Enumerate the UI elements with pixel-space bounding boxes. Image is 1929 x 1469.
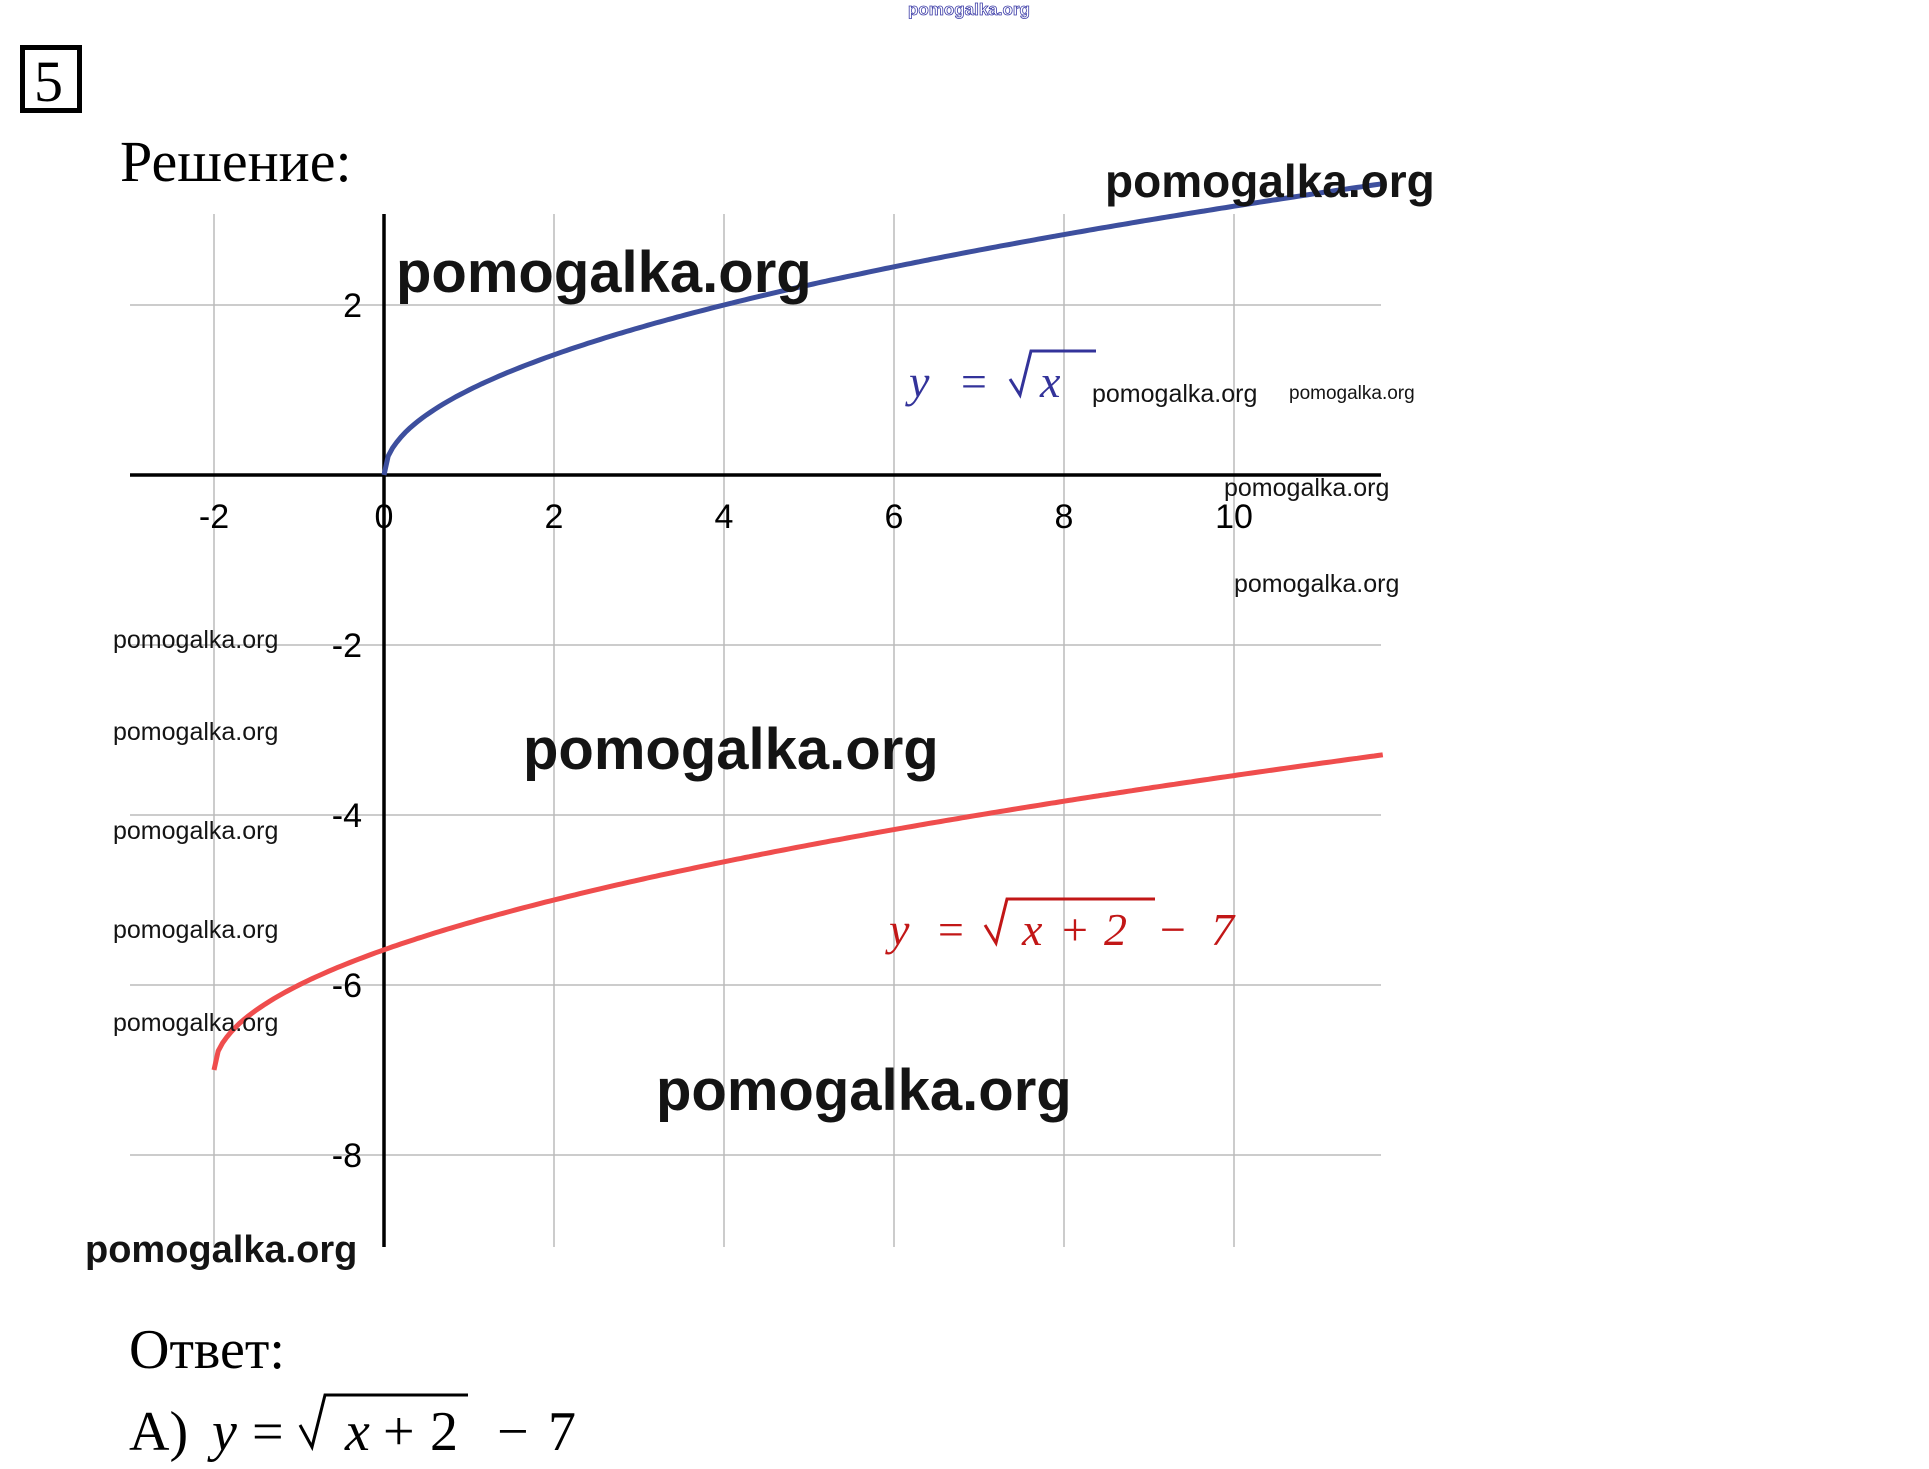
svg-text:-2: -2	[199, 498, 229, 536]
svg-text:10: 10	[1215, 498, 1253, 536]
svg-text:4: 4	[715, 498, 734, 536]
svg-text:pomogalka.org: pomogalka.org	[113, 718, 278, 746]
svg-text:−: −	[497, 1401, 529, 1463]
svg-text:=: =	[958, 356, 989, 407]
svg-text:-4: -4	[332, 797, 362, 835]
svg-text:7: 7	[1211, 904, 1236, 955]
svg-text:pomogalka.org: pomogalka.org	[113, 916, 278, 944]
svg-text:2: 2	[545, 498, 564, 536]
svg-text:pomogalka.org: pomogalka.org	[1234, 570, 1399, 598]
svg-text:y: y	[885, 904, 910, 955]
svg-text:x: x	[344, 1401, 370, 1463]
svg-text:pomogalka.org: pomogalka.org	[113, 626, 278, 654]
svg-text:2: 2	[343, 287, 362, 325]
svg-text:-2: -2	[332, 627, 362, 665]
svg-text:pomogalka.org: pomogalka.org	[1105, 155, 1435, 207]
svg-text:7: 7	[548, 1401, 576, 1463]
svg-text:pomogalka.org: pomogalka.org	[1092, 380, 1257, 408]
svg-text:6: 6	[885, 498, 904, 536]
svg-text:pomogalka.org: pomogalka.org	[396, 240, 812, 305]
svg-text:2: 2	[430, 1401, 458, 1463]
svg-text:8: 8	[1055, 498, 1074, 536]
svg-text:pomogalka.org: pomogalka.org	[908, 0, 1030, 19]
svg-text:pomogalka.org: pomogalka.org	[1224, 474, 1389, 502]
svg-text:+: +	[383, 1401, 415, 1463]
svg-text:=: =	[252, 1401, 284, 1463]
svg-text:pomogalka.org: pomogalka.org	[1289, 383, 1415, 404]
svg-text:pomogalka.org: pomogalka.org	[113, 817, 278, 845]
svg-text:2: 2	[1104, 904, 1127, 955]
svg-text:pomogalka.org: pomogalka.org	[656, 1058, 1072, 1123]
svg-text:y: y	[905, 356, 930, 407]
svg-text:−: −	[1160, 904, 1186, 955]
svg-text:x: x	[1021, 904, 1043, 955]
svg-text:pomogalka.org: pomogalka.org	[523, 717, 939, 782]
svg-text:pomogalka.org: pomogalka.org	[85, 1229, 357, 1271]
svg-text:-8: -8	[332, 1137, 362, 1175]
svg-text:Ответ:: Ответ:	[129, 1319, 285, 1381]
svg-text:=: =	[935, 904, 966, 955]
svg-text:+: +	[1062, 904, 1088, 955]
svg-text:A): A)	[129, 1401, 188, 1463]
svg-text:0: 0	[375, 498, 394, 536]
svg-text:-6: -6	[332, 967, 362, 1005]
svg-text:y: y	[207, 1401, 237, 1463]
svg-text:pomogalka.org: pomogalka.org	[113, 1009, 278, 1037]
svg-text:x: x	[1039, 356, 1061, 407]
